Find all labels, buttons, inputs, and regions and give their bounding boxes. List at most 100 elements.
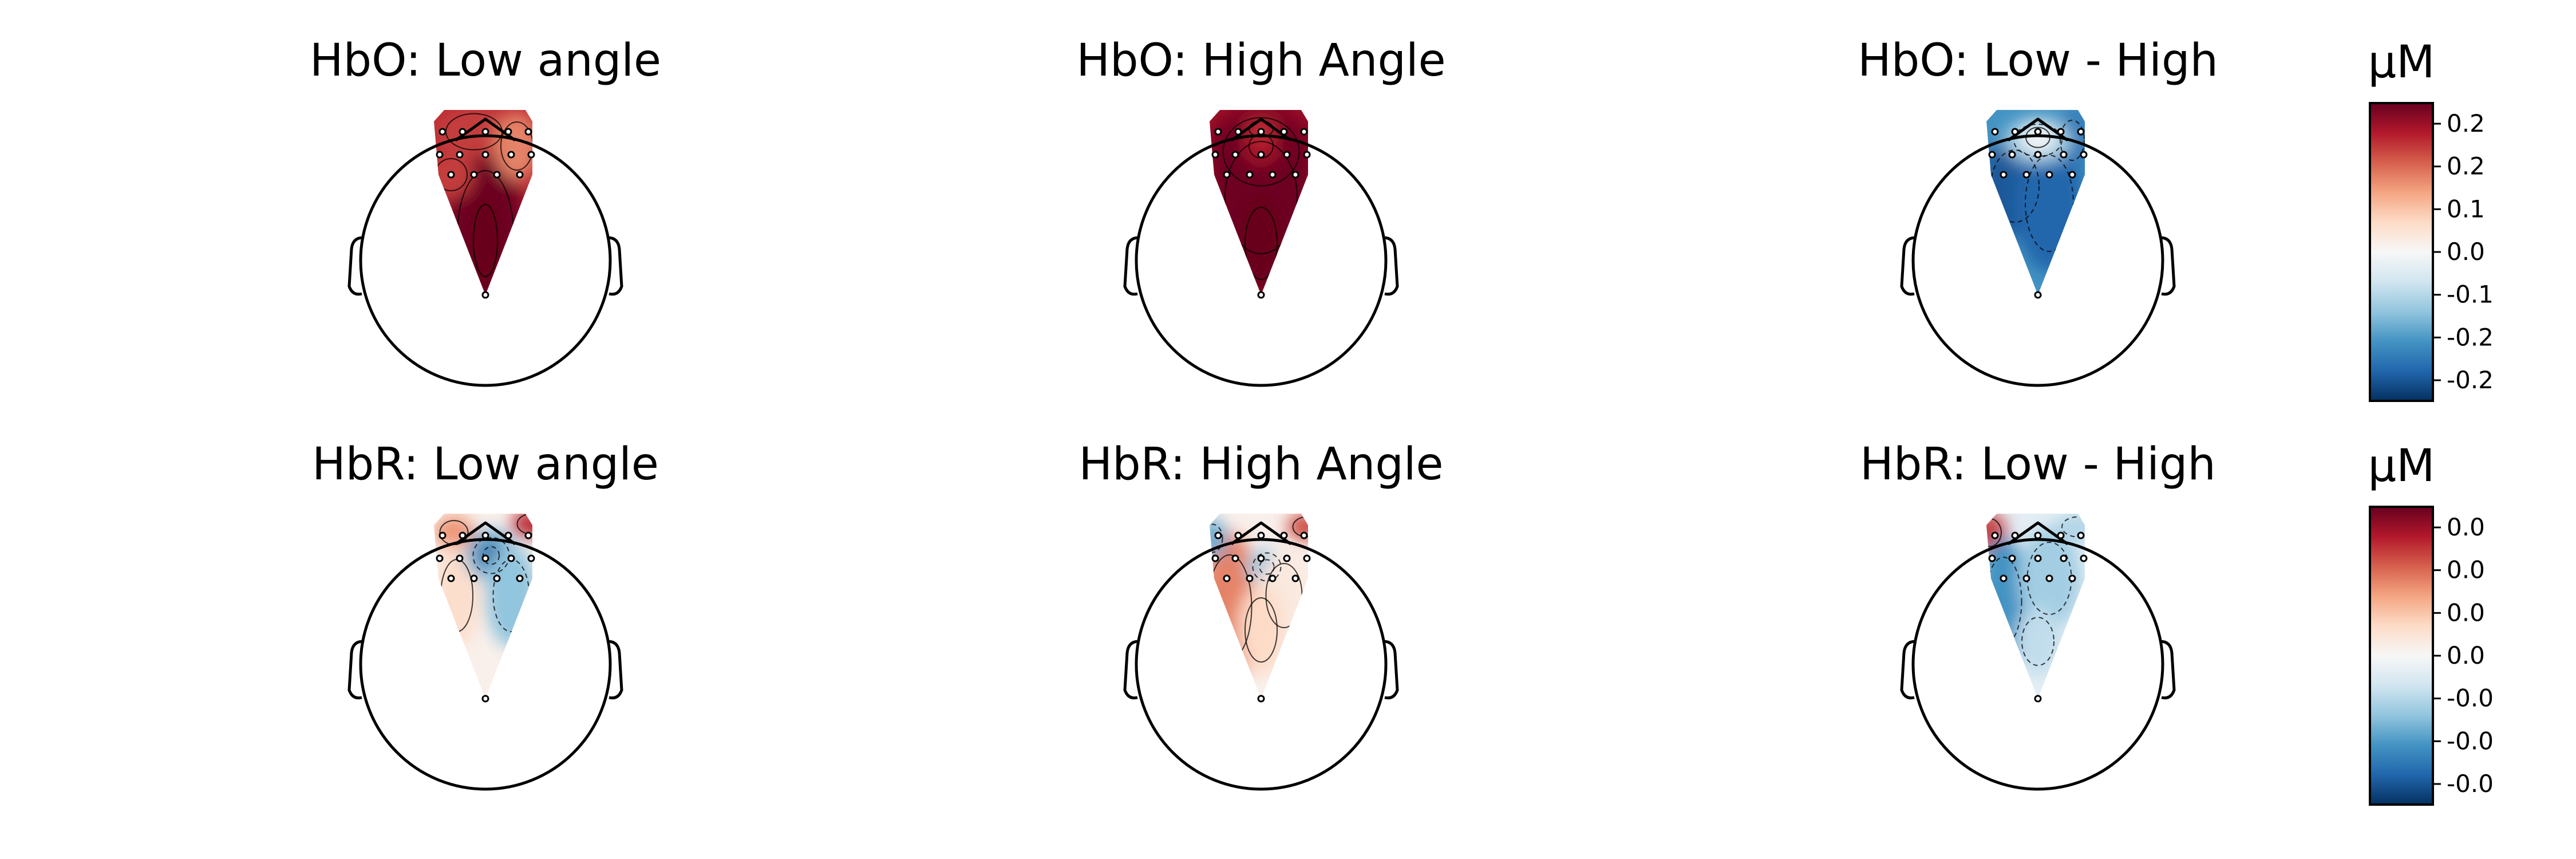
sensor-marker [456,554,464,562]
sensor-marker [2068,171,2076,179]
sensor-marker [2045,574,2053,582]
sensor-field [434,514,532,699]
topomap-panels: HbO: Low angle HbO: High Angle HbO: Low - … [310,35,2218,791]
right-ear-outline [607,640,623,700]
colorbar: µM 0.2 0.2 0.1 0.0 -0.1 -0.2 -0.2 [2368,37,2494,402]
sensor-marker [2080,554,2088,562]
contour-line [2061,516,2085,538]
sensor-marker [2022,574,2030,582]
sensor-marker [2034,554,2042,562]
sensor-marker [481,291,489,299]
topomap-panel: HbR: High Angle [1078,439,1444,791]
sensor-marker [1988,151,1996,159]
sensor-marker [2008,151,2016,159]
sensor-marker [1214,531,1222,539]
sensor-marker [1303,151,1311,159]
head-outline [1911,134,2164,387]
sensor-marker [1231,151,1239,159]
sensor-marker [2011,128,2019,136]
sensor-marker [2060,151,2068,159]
sensor-marker [1269,171,1277,179]
sensor-marker [2034,151,2042,159]
sensor-marker [1223,574,1231,582]
sensor-marker [524,531,532,539]
sensor-marker [481,695,489,703]
contour-line [1210,523,1223,553]
colorbar-tick-label: 0.0 [2447,513,2485,541]
sensor-marker [2057,531,2065,539]
sensor-marker [1991,531,1999,539]
sensor-marker [493,574,501,582]
sensor-marker [1223,171,1231,179]
left-ear-outline [1123,236,1139,296]
sensor-marker [2034,291,2042,299]
contour-line [1244,597,1278,663]
sensor-marker [1257,695,1265,703]
sensor-marker [504,128,512,136]
sensor-marker [516,574,524,582]
colorbar-tick-label: -0.0 [2447,770,2494,798]
panel-title: HbR: High Angle [1078,439,1443,490]
sensor-marker [2008,554,2016,562]
sensor-marker [516,171,524,179]
sensor-marker [459,128,467,136]
topomap-panel: HbR: Low - High [1860,439,2216,791]
sensor-marker [1246,574,1254,582]
contour-line [500,121,532,171]
left-ear-outline [1900,236,1916,296]
sensor-marker [2057,128,2065,136]
sensor-marker [1211,554,1219,562]
sensor-marker [2060,554,2068,562]
sensor-marker [436,554,444,562]
sensor-marker [1257,291,1265,299]
sensor-marker [524,128,532,136]
left-ear-outline [1900,640,1916,700]
colorbar-tick-label: 0.0 [2447,238,2485,266]
right-ear-outline [607,236,623,296]
sensor-marker [1234,531,1242,539]
sensor-marker [447,171,455,179]
sensor-marker [2022,171,2030,179]
head-outline [1911,538,2164,791]
sensor-marker [1280,531,1288,539]
right-ear-outline [2160,236,2176,296]
sensor-marker [493,171,501,179]
sensor-marker [2068,574,2076,582]
colorbars: µM 0.2 0.2 0.1 0.0 -0.1 -0.2 -0.2 µM 0.0 0.0 0.0 0.0… [2368,37,2494,806]
right-ear-outline [1383,640,1399,700]
panel-title: HbO: Low - High [1858,35,2218,86]
topomap-panel: HbR: Low angle [312,439,659,791]
sensor-marker [1257,531,1265,539]
sensor-marker [2011,531,2019,539]
topomap-panel: HbO: Low - High [1858,35,2218,387]
sensor-marker [2077,128,2085,136]
head-outline [359,538,612,791]
sensor-field [1986,110,2085,295]
panel-title: HbO: High Angle [1076,35,1445,86]
sensor-marker [527,151,535,159]
sensor-marker [1257,554,1265,562]
sensor-marker [436,151,444,159]
sensor-marker [1246,171,1254,179]
contour-line [2013,124,2063,157]
contour-line [2060,120,2085,161]
colorbar-tick-label: 0.2 [2447,152,2485,180]
sensor-marker [1283,151,1291,159]
contour-line [2021,617,2055,666]
left-ear-outline [1123,640,1139,700]
colorbar-tick-label: 0.0 [2447,556,2485,584]
sensor-marker [1300,128,1308,136]
sensor-marker [2034,695,2042,703]
right-ear-outline [1383,236,1399,296]
colorbar-gradient [2369,102,2434,402]
sensor-marker [470,574,478,582]
sensor-marker [507,554,515,562]
sensor-marker [1291,574,1299,582]
sensor-marker [2077,531,2085,539]
sensor-marker [507,151,515,159]
sensor-marker [481,151,489,159]
colorbar-tick-label: 0.1 [2447,195,2485,223]
sensor-marker [1991,128,1999,136]
contour-line [2025,155,2074,252]
